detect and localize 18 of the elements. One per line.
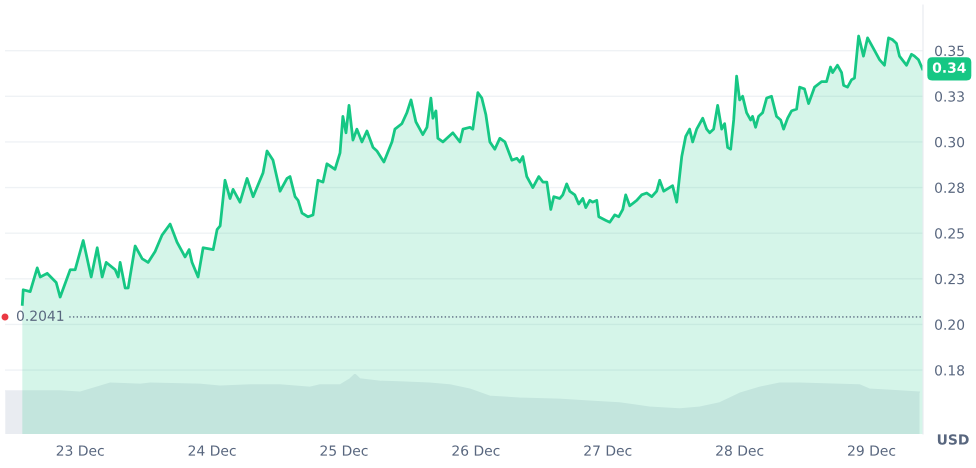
- x-tick-label: 26 Dec: [452, 445, 500, 456]
- y-tick-label: 0.35: [935, 46, 964, 56]
- x-tick-label: 28 Dec: [716, 445, 764, 456]
- y-tick-label: 0.18: [935, 365, 964, 376]
- y-tick-label: 0.28: [935, 182, 964, 194]
- annotation: 0.34: [932, 62, 966, 73]
- y-tick-label: 0.23: [935, 274, 964, 284]
- x-tick-label: 24 Dec: [188, 445, 236, 456]
- x-tick-label: 23 Dec: [56, 445, 104, 456]
- x-tick-label: 25 Dec: [320, 445, 368, 456]
- y-tick-label: 0.20: [935, 319, 964, 330]
- y-tick-label: 0.30: [935, 136, 964, 148]
- y-tick-label: 0.25: [935, 228, 964, 239]
- y-tick-label: 0.33: [935, 91, 964, 102]
- x-tick-label: 29 Dec: [848, 445, 896, 456]
- ref-line-label: 0.2041: [16, 310, 64, 322]
- x-tick-label: 27 Dec: [584, 445, 632, 456]
- y-axis-title: USD: [938, 434, 969, 445]
